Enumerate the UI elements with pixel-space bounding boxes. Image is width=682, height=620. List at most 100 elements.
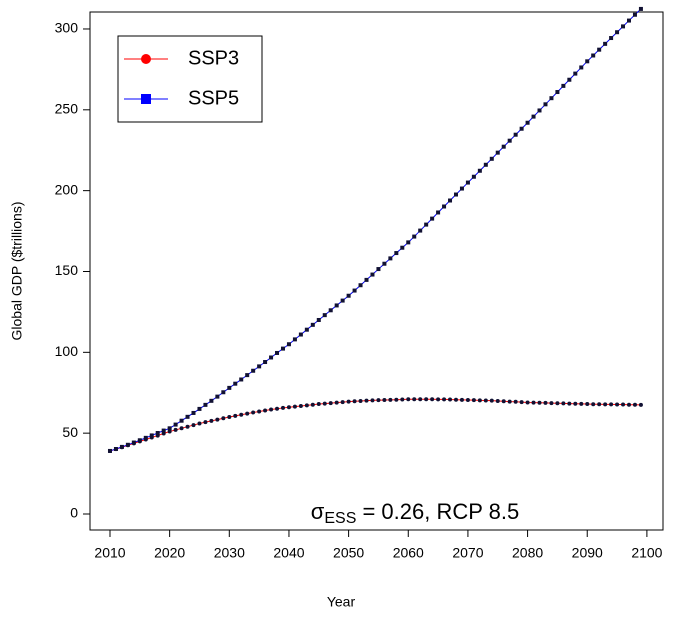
y-tick-label: 0 xyxy=(70,505,78,521)
legend-label: SSP3 xyxy=(188,47,239,69)
data-point xyxy=(119,444,124,449)
data-point xyxy=(453,397,458,402)
x-tick-label: 2070 xyxy=(452,545,483,561)
data-point xyxy=(370,398,375,403)
data-point xyxy=(537,400,542,405)
data-point xyxy=(292,337,297,342)
data-point xyxy=(245,411,250,416)
data-point xyxy=(316,317,321,322)
data-point xyxy=(418,397,423,402)
data-point xyxy=(173,422,178,427)
data-point xyxy=(131,440,136,445)
data-point xyxy=(167,429,172,434)
data-point xyxy=(352,288,357,293)
y-tick-label: 250 xyxy=(55,101,79,117)
data-point xyxy=(209,398,214,403)
data-point xyxy=(149,433,154,438)
data-point xyxy=(143,435,148,440)
data-point xyxy=(263,408,268,413)
data-point xyxy=(406,397,411,402)
data-point xyxy=(394,251,399,256)
data-point xyxy=(322,401,327,406)
data-point xyxy=(638,6,643,11)
data-point xyxy=(471,398,476,403)
data-point xyxy=(346,399,351,404)
y-tick-label: 300 xyxy=(55,20,79,36)
data-point xyxy=(251,368,256,373)
data-point xyxy=(471,174,476,179)
data-point xyxy=(603,402,608,407)
data-point xyxy=(603,41,608,46)
data-point xyxy=(495,398,500,403)
legend-box xyxy=(117,35,263,123)
data-point xyxy=(549,96,554,101)
x-tick-label: 2050 xyxy=(333,545,364,561)
data-point xyxy=(203,402,208,407)
data-point xyxy=(257,409,262,414)
data-point xyxy=(597,402,602,407)
data-point xyxy=(489,156,494,161)
data-point xyxy=(388,397,393,402)
data-point xyxy=(107,448,112,453)
data-point xyxy=(328,401,333,406)
data-point xyxy=(304,327,309,332)
data-point xyxy=(400,397,405,402)
annotation-subscript: ESS xyxy=(324,510,356,527)
data-point xyxy=(531,114,536,119)
data-point xyxy=(310,322,315,327)
data-point xyxy=(275,406,280,411)
data-point xyxy=(275,350,280,355)
data-point xyxy=(579,401,584,406)
data-point xyxy=(453,192,458,197)
x-tick-label: 2030 xyxy=(214,545,245,561)
data-point xyxy=(215,394,220,399)
data-point xyxy=(585,402,590,407)
data-point xyxy=(286,342,291,347)
data-point xyxy=(292,404,297,409)
data-point xyxy=(310,402,315,407)
data-point xyxy=(436,397,441,402)
data-point xyxy=(161,428,166,433)
y-tick-label: 150 xyxy=(55,262,79,278)
data-point xyxy=(537,108,542,113)
data-point xyxy=(197,421,202,426)
data-point xyxy=(638,402,643,407)
data-point xyxy=(298,332,303,337)
data-point xyxy=(298,403,303,408)
data-point xyxy=(239,412,244,417)
data-point xyxy=(352,399,357,404)
data-point xyxy=(591,402,596,407)
data-point xyxy=(615,30,620,35)
data-point xyxy=(340,298,345,303)
y-tick-label: 200 xyxy=(55,181,79,197)
data-point xyxy=(531,400,536,405)
data-point xyxy=(609,402,614,407)
data-point xyxy=(113,447,118,452)
data-point xyxy=(173,427,178,432)
data-point xyxy=(507,138,512,143)
data-point xyxy=(459,186,464,191)
x-tick-label: 2010 xyxy=(94,545,125,561)
data-point xyxy=(221,390,226,395)
data-point xyxy=(525,400,530,405)
data-point xyxy=(424,222,429,227)
data-point xyxy=(304,403,309,408)
data-point xyxy=(358,398,363,403)
data-point xyxy=(555,401,560,406)
data-point xyxy=(477,398,482,403)
data-point xyxy=(251,410,256,415)
data-point xyxy=(579,65,584,70)
data-point xyxy=(358,283,363,288)
data-point xyxy=(364,277,369,282)
legend-marker xyxy=(141,54,151,64)
data-point xyxy=(179,426,184,431)
data-point xyxy=(448,397,453,402)
data-point xyxy=(340,400,345,405)
data-point xyxy=(388,256,393,261)
data-point xyxy=(376,398,381,403)
x-tick-label: 2100 xyxy=(631,545,662,561)
data-point xyxy=(370,272,375,277)
data-point xyxy=(459,397,464,402)
data-point xyxy=(280,346,285,351)
